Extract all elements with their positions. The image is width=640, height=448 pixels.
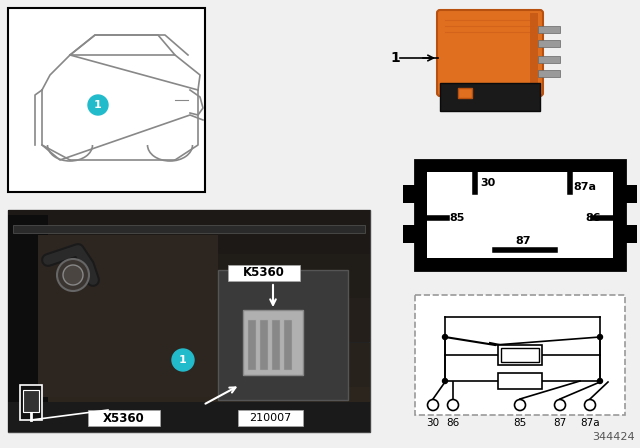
FancyBboxPatch shape xyxy=(437,10,543,96)
Bar xyxy=(440,83,540,111)
Text: K5360: K5360 xyxy=(243,267,285,280)
Text: 85: 85 xyxy=(513,418,527,428)
Bar xyxy=(623,225,637,243)
Text: 86: 86 xyxy=(446,418,460,428)
Circle shape xyxy=(428,400,438,410)
Bar xyxy=(248,320,256,370)
Text: X5360: X5360 xyxy=(103,412,145,425)
Bar xyxy=(260,320,268,370)
Bar xyxy=(530,13,538,93)
Bar xyxy=(501,348,539,362)
Bar xyxy=(403,185,417,203)
Text: 210007: 210007 xyxy=(249,413,291,423)
Text: 30: 30 xyxy=(480,178,495,188)
Text: 87a: 87a xyxy=(580,418,600,428)
Circle shape xyxy=(554,400,566,410)
Bar xyxy=(8,215,48,422)
Bar xyxy=(538,26,560,33)
Text: 87: 87 xyxy=(554,418,566,428)
Bar xyxy=(8,8,205,192)
Bar xyxy=(8,298,370,342)
Text: 87: 87 xyxy=(515,236,531,246)
Circle shape xyxy=(447,400,458,410)
Circle shape xyxy=(442,379,447,383)
Circle shape xyxy=(442,335,447,340)
Bar xyxy=(272,320,280,370)
Circle shape xyxy=(172,349,194,371)
Bar xyxy=(38,235,218,397)
Circle shape xyxy=(63,265,83,285)
Text: 1: 1 xyxy=(94,100,102,110)
Bar xyxy=(228,265,300,281)
Bar xyxy=(415,160,625,270)
Circle shape xyxy=(598,335,602,340)
Bar xyxy=(284,320,292,370)
Bar xyxy=(8,387,370,431)
Bar xyxy=(13,225,365,233)
Bar xyxy=(458,88,472,98)
Bar xyxy=(538,70,560,77)
Bar xyxy=(498,373,542,389)
Bar xyxy=(88,410,160,426)
Text: 86: 86 xyxy=(585,213,600,223)
Text: 85: 85 xyxy=(449,213,465,223)
Bar xyxy=(23,390,39,412)
Bar xyxy=(403,225,417,243)
Bar xyxy=(538,40,560,47)
Bar xyxy=(538,56,560,63)
Bar xyxy=(238,410,303,426)
Text: 87a: 87a xyxy=(573,182,596,192)
Bar xyxy=(427,172,613,258)
Bar xyxy=(415,295,625,415)
Bar xyxy=(8,210,370,432)
Text: 1: 1 xyxy=(390,51,400,65)
Text: 30: 30 xyxy=(426,418,440,428)
Text: 344424: 344424 xyxy=(593,432,635,442)
Bar xyxy=(20,385,42,420)
Circle shape xyxy=(88,95,108,115)
Bar xyxy=(498,345,542,365)
Bar xyxy=(8,402,370,432)
Bar xyxy=(8,210,370,254)
Circle shape xyxy=(515,400,525,410)
Bar xyxy=(218,270,348,400)
Bar xyxy=(243,310,303,375)
Bar xyxy=(8,343,370,387)
Circle shape xyxy=(584,400,595,410)
Bar xyxy=(8,254,370,298)
Text: 1: 1 xyxy=(179,355,187,365)
Bar xyxy=(623,185,637,203)
Circle shape xyxy=(57,259,89,291)
Circle shape xyxy=(598,379,602,383)
